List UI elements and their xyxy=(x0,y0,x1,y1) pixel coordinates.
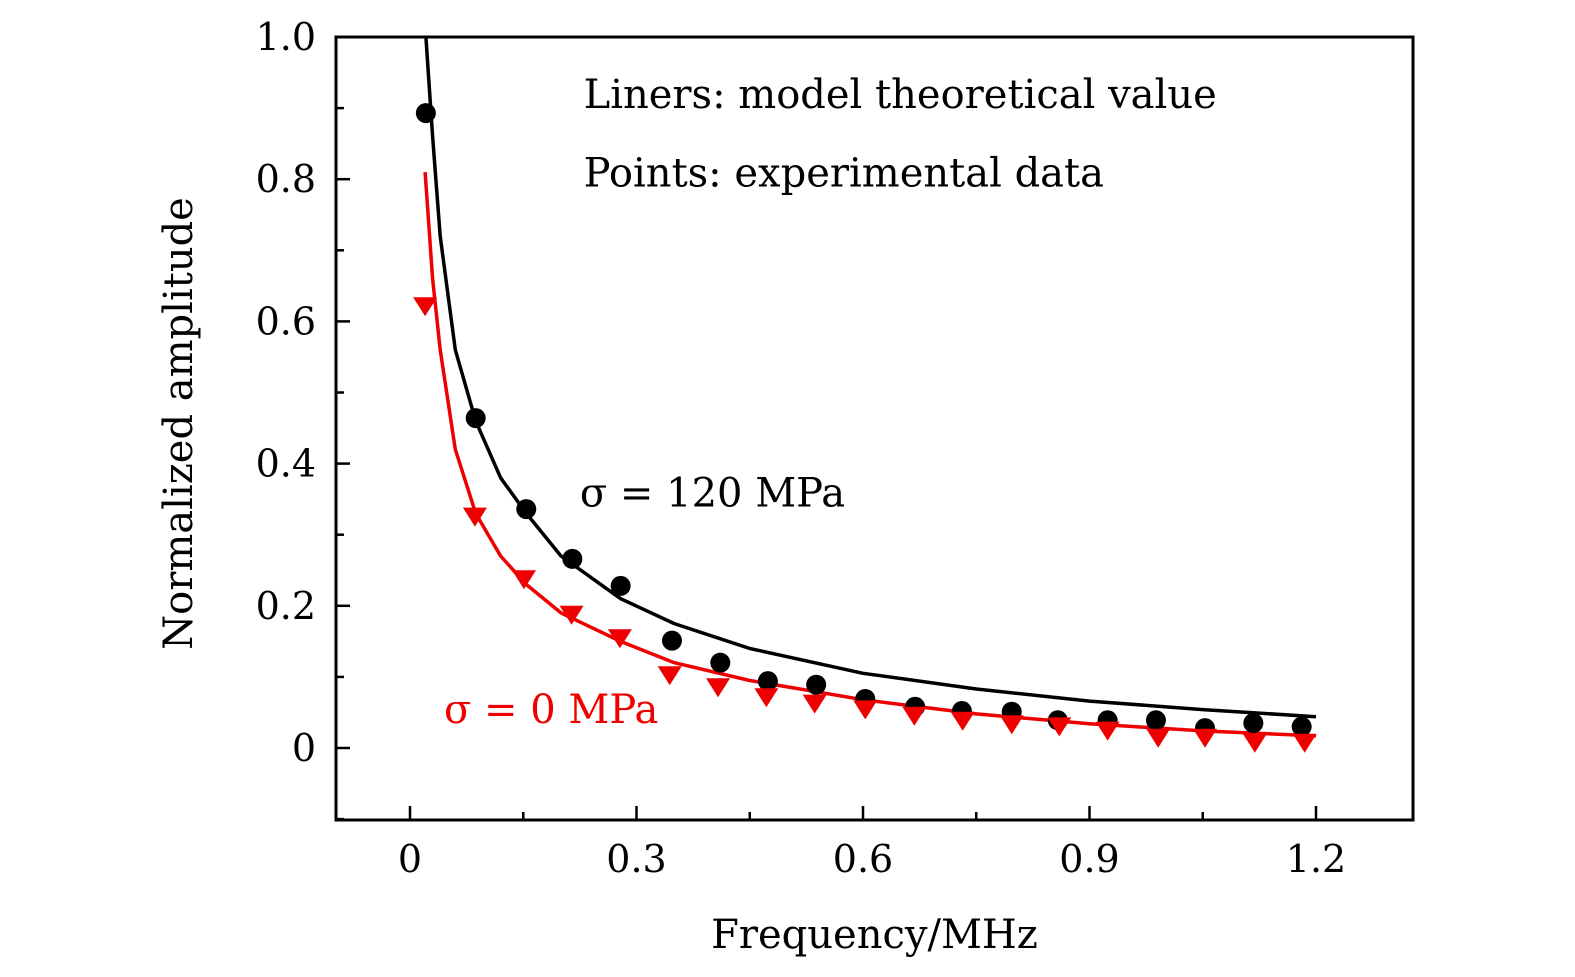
data-point-0mpa xyxy=(1047,717,1072,737)
data-point-120mpa xyxy=(415,103,436,124)
y-tick-label: 0.6 xyxy=(256,299,316,343)
data-point-0mpa xyxy=(1242,733,1267,753)
data-point-0mpa xyxy=(999,715,1024,735)
x-tick-label: 0 xyxy=(398,837,422,881)
data-point-120mpa xyxy=(516,499,537,520)
data-point-120mpa xyxy=(757,671,778,692)
data-point-120mpa xyxy=(610,575,631,596)
data-point-0mpa xyxy=(902,706,927,726)
legend-note-points: Points: experimental data xyxy=(584,150,1104,196)
data-point-0mpa xyxy=(950,711,975,731)
data-point-0mpa xyxy=(853,700,878,720)
data-point-0mpa xyxy=(754,688,779,708)
data-point-0mpa xyxy=(802,694,827,714)
y-tick-label: 0.8 xyxy=(256,157,316,201)
plot-frame xyxy=(334,35,1415,822)
model-line-120mpa xyxy=(424,36,1317,719)
x-tick-label: 1.2 xyxy=(1286,837,1346,881)
data-point-0mpa xyxy=(657,666,682,686)
model-line-0mpa xyxy=(423,171,1317,738)
legend-note-lines: Liners: model theoretical value xyxy=(584,72,1217,118)
data-point-0mpa xyxy=(512,570,537,590)
data-point-0mpa xyxy=(1193,728,1218,748)
data-point-0mpa xyxy=(706,678,731,698)
data-point-120mpa xyxy=(661,630,682,651)
axes: 0 0.3 0.6 0.9 1.2 0 0.2 0.4 0.6 0.8 1.0 xyxy=(256,15,1415,881)
data-point-120mpa xyxy=(806,674,827,695)
label-sigma-0mpa: σ = 0 MPa xyxy=(444,687,658,733)
data-point-0mpa xyxy=(1095,721,1120,741)
y-tick-label: 0.2 xyxy=(256,584,316,628)
label-sigma-120mpa: σ = 120 MPa xyxy=(580,470,845,516)
data-point-120mpa xyxy=(1291,716,1312,737)
data-point-120mpa xyxy=(1145,710,1166,731)
data-point-120mpa xyxy=(465,408,486,429)
data-point-0mpa xyxy=(607,629,632,649)
data-point-120mpa xyxy=(710,652,731,673)
data-point-120mpa xyxy=(562,548,583,569)
y-axis-label: Normalized amplitude xyxy=(156,197,202,650)
annotations: Liners: model theoretical value Points: e… xyxy=(444,72,1217,733)
x-tick-label: 0.6 xyxy=(833,837,893,881)
y-tick-label: 0.4 xyxy=(256,442,316,486)
x-tick-label: 0.3 xyxy=(606,837,666,881)
data-point-0mpa xyxy=(1292,733,1317,753)
data-point-0mpa xyxy=(462,507,487,527)
x-tick-label: 0.9 xyxy=(1059,837,1119,881)
data-point-120mpa xyxy=(1243,713,1264,734)
data-point-0mpa xyxy=(413,297,438,317)
data-point-0mpa xyxy=(559,605,584,625)
x-axis-label: Frequency/MHz xyxy=(711,912,1038,958)
y-tick-label: 0 xyxy=(292,726,316,770)
y-tick-label: 1.0 xyxy=(256,15,316,59)
data-point-0mpa xyxy=(1146,728,1171,748)
plot-area xyxy=(413,36,1317,753)
